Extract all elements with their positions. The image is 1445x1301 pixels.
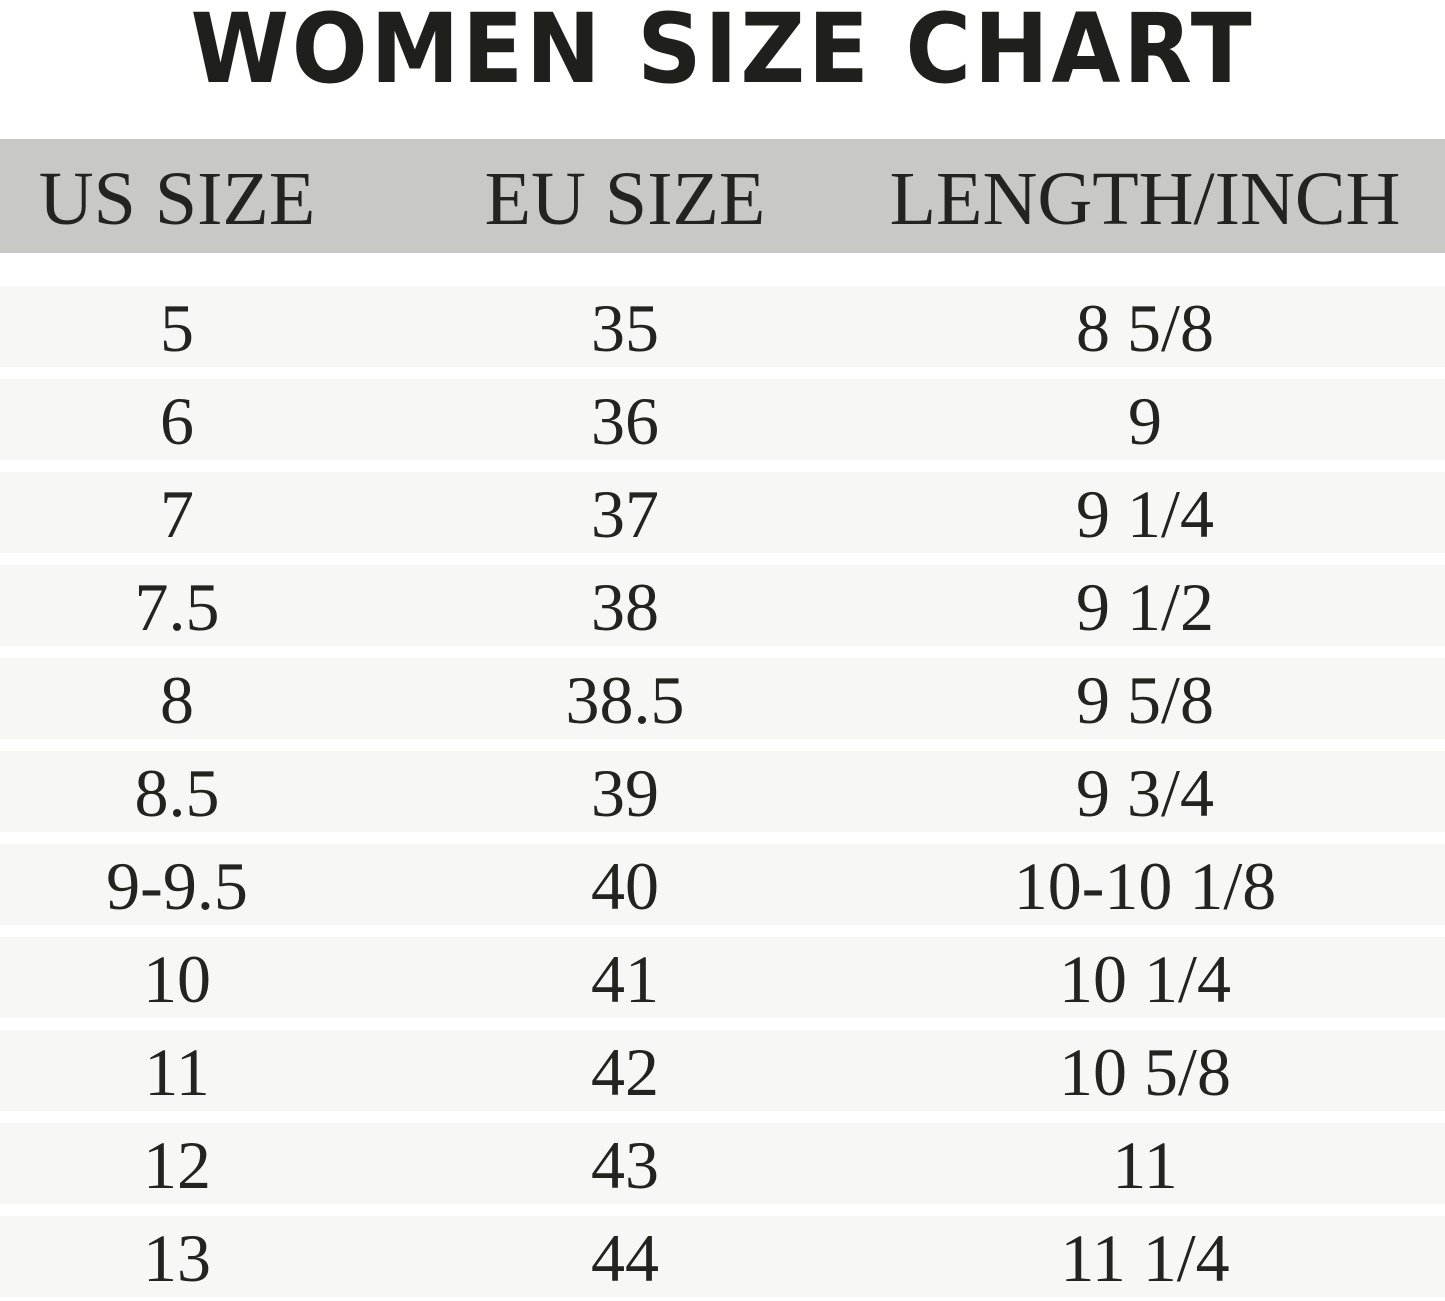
cell-eu-size: 44 (591, 1220, 659, 1296)
header-length-inch: LENGTH/INCH (889, 157, 1401, 241)
cell-eu-size: 39 (591, 755, 659, 831)
cell-us-size: 13 (143, 1220, 211, 1296)
table-row: 7 37 9 1/4 (0, 472, 1445, 553)
table-row: 8.5 39 9 3/4 (0, 751, 1445, 832)
cell-length-inch: 10 5/8 (1059, 1034, 1231, 1110)
cell-length-inch: 10 1/4 (1059, 941, 1231, 1017)
cell-us-size: 7.5 (134, 569, 220, 645)
cell-eu-size: 37 (591, 476, 659, 552)
table-row: 12 43 11 (0, 1123, 1445, 1204)
cell-us-size: 7 (160, 476, 194, 552)
cell-length-inch: 9 1/2 (1076, 569, 1214, 645)
table-header: US SIZE EU SIZE LENGTH/INCH (0, 139, 1445, 253)
table-row: 13 44 11 1/4 (0, 1216, 1445, 1297)
cell-length-inch: 9 5/8 (1076, 662, 1214, 738)
cell-length-inch: 9 (1128, 383, 1162, 459)
cell-us-size: 8 (160, 662, 194, 738)
header-eu-size: EU SIZE (484, 157, 766, 241)
cell-us-size: 9-9.5 (106, 848, 248, 924)
cell-length-inch: 9 3/4 (1076, 755, 1214, 831)
cell-eu-size: 36 (591, 383, 659, 459)
header-us-size: US SIZE (38, 157, 316, 241)
cell-us-size: 10 (143, 941, 211, 1017)
cell-us-size: 12 (143, 1127, 211, 1203)
cell-eu-size: 38 (591, 569, 659, 645)
cell-us-size: 6 (160, 383, 194, 459)
table-row: 10 41 10 1/4 (0, 937, 1445, 1018)
table-row: 7.5 38 9 1/2 (0, 565, 1445, 646)
cell-eu-size: 38.5 (565, 662, 685, 738)
chart-title: WOMEN SIZE CHART (190, 0, 1255, 105)
cell-eu-size: 43 (591, 1127, 659, 1203)
table-row: 11 42 10 5/8 (0, 1030, 1445, 1111)
cell-length-inch: 11 1/4 (1060, 1220, 1230, 1296)
table-row: 6 36 9 (0, 379, 1445, 460)
cell-eu-size: 35 (591, 290, 659, 366)
cell-us-size: 8.5 (134, 755, 220, 831)
cell-eu-size: 40 (591, 848, 659, 924)
table-row: 5 35 8 5/8 (0, 286, 1445, 367)
cell-us-size: 5 (160, 290, 194, 366)
cell-length-inch: 10-10 1/8 (1013, 848, 1277, 924)
cell-length-inch: 11 (1112, 1127, 1178, 1203)
cell-eu-size: 41 (591, 941, 659, 1017)
table-row: 8 38.5 9 5/8 (0, 658, 1445, 739)
cell-length-inch: 9 1/4 (1076, 476, 1214, 552)
table-row: 9-9.5 40 10-10 1/8 (0, 844, 1445, 925)
cell-length-inch: 8 5/8 (1076, 290, 1214, 366)
cell-eu-size: 42 (591, 1034, 659, 1110)
cell-us-size: 11 (144, 1034, 210, 1110)
